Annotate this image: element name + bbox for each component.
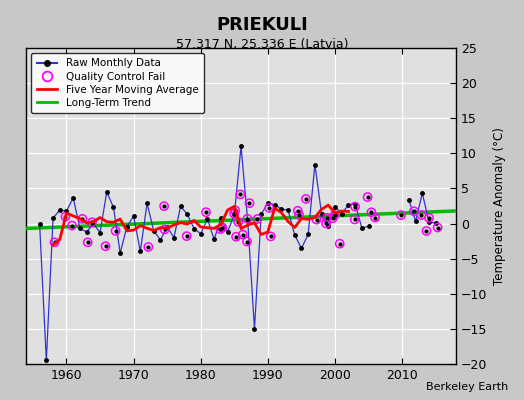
Text: PRIEKULI: PRIEKULI <box>216 16 308 34</box>
Point <box>433 224 442 231</box>
Point <box>302 196 310 202</box>
Point <box>422 228 431 234</box>
Point <box>78 216 86 222</box>
Point <box>101 243 110 250</box>
Point <box>160 226 169 233</box>
Point <box>245 200 254 206</box>
Point <box>68 222 76 229</box>
Point <box>329 215 337 222</box>
Point <box>335 240 344 247</box>
Point <box>231 207 239 214</box>
Point <box>230 210 238 217</box>
Point <box>202 209 210 216</box>
Point <box>410 208 418 214</box>
Point <box>83 239 92 246</box>
Point <box>371 214 379 221</box>
Point <box>330 212 339 218</box>
Point <box>265 205 274 211</box>
Point <box>397 212 405 218</box>
Point <box>88 219 96 226</box>
Point <box>267 233 275 240</box>
Point <box>322 220 330 227</box>
Point <box>323 215 331 221</box>
Y-axis label: Temperature Anomaly (°C): Temperature Anomaly (°C) <box>493 127 506 285</box>
Point <box>216 226 225 232</box>
Point <box>238 231 247 238</box>
Point <box>50 239 59 246</box>
Point <box>425 215 433 221</box>
Point <box>160 203 168 209</box>
Point <box>182 233 191 239</box>
Point <box>364 194 372 200</box>
Point <box>253 216 261 222</box>
Text: Berkeley Earth: Berkeley Earth <box>426 382 508 392</box>
Point <box>218 224 226 231</box>
Text: 57.317 N, 25.336 E (Latvia): 57.317 N, 25.336 E (Latvia) <box>176 38 348 51</box>
Point <box>234 219 243 225</box>
Point <box>243 216 252 222</box>
Point <box>351 204 359 210</box>
Point <box>293 208 302 214</box>
Point <box>232 234 241 240</box>
Point <box>243 238 251 245</box>
Point <box>351 216 359 223</box>
Point <box>295 212 303 218</box>
Point <box>112 228 120 234</box>
Point <box>367 209 376 216</box>
Point <box>236 191 245 198</box>
Point <box>417 212 425 218</box>
Point <box>144 244 152 250</box>
Legend: Raw Monthly Data, Quality Control Fail, Five Year Moving Average, Long-Term Tren: Raw Monthly Data, Quality Control Fail, … <box>31 53 204 113</box>
Point <box>61 214 70 220</box>
Point <box>312 216 321 223</box>
